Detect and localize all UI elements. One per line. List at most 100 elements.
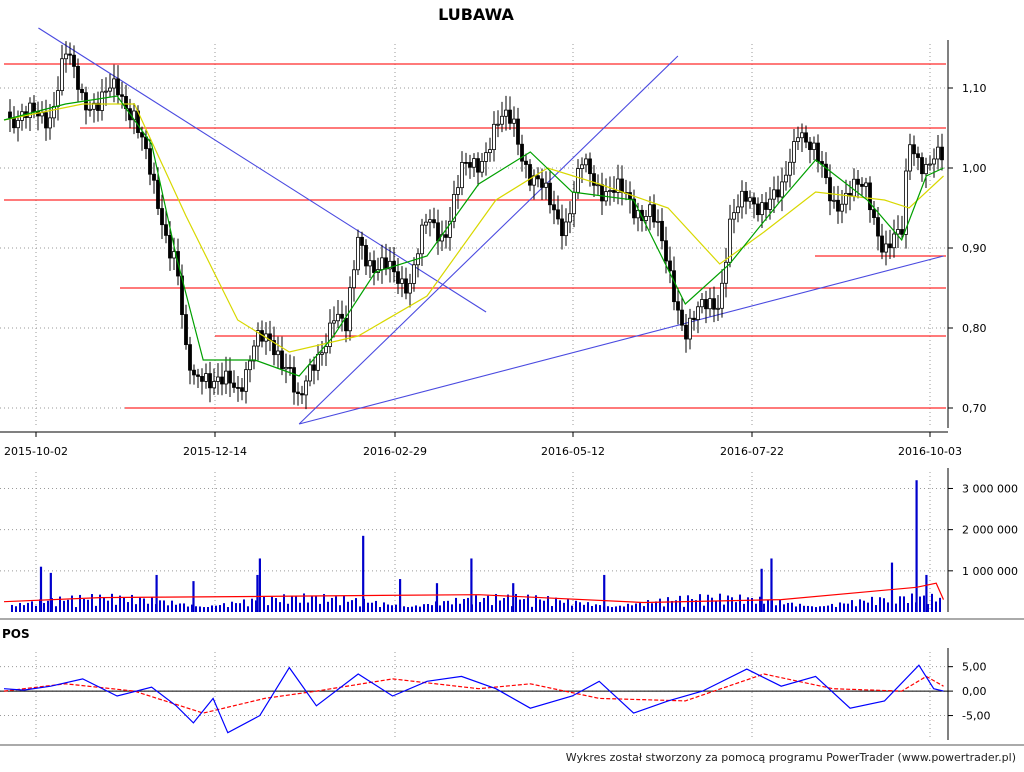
volume-bar (663, 606, 665, 612)
candle (700, 292, 704, 314)
candle-body (252, 345, 256, 362)
candle (416, 248, 420, 278)
candle-body (556, 209, 560, 220)
candle (296, 382, 300, 406)
pos-tick-label: 0,00 (962, 685, 987, 698)
volume-bar (327, 601, 329, 612)
volume-bar (147, 603, 149, 612)
candle-body (404, 278, 408, 294)
volume-bar (307, 602, 309, 612)
volume-bar (687, 595, 689, 612)
candle-body (712, 298, 716, 310)
candle-body (708, 298, 712, 310)
candle (20, 103, 24, 131)
volume-bar (167, 605, 169, 612)
candle (748, 190, 752, 209)
volume-bar (770, 558, 773, 612)
candle (364, 239, 368, 276)
candle-body (920, 157, 924, 175)
volume-bar (219, 605, 221, 612)
candle-body (520, 143, 524, 162)
volume-bar (851, 600, 853, 612)
volume-bar (539, 599, 541, 612)
candle (144, 128, 148, 160)
candle-body (152, 173, 156, 181)
candle (652, 194, 656, 228)
volume-bar (767, 599, 769, 612)
candle-body (524, 160, 528, 165)
candle-body (768, 198, 772, 210)
candle (472, 153, 476, 177)
candle (208, 361, 212, 403)
volume-bar (207, 606, 209, 612)
candle-body (104, 90, 108, 93)
candle (712, 286, 716, 323)
candle-body (736, 206, 740, 214)
volume-bar (343, 595, 345, 612)
candle (488, 137, 492, 162)
volume-bar (727, 595, 729, 612)
candle-body (756, 203, 760, 216)
candle (512, 106, 516, 137)
volume-bar (431, 605, 433, 612)
candle (356, 229, 360, 276)
sma-long-line (3, 103, 944, 353)
candle (508, 96, 512, 130)
volume-bar (559, 600, 561, 612)
candle (644, 209, 648, 231)
candle-body (928, 163, 932, 166)
candle-body (12, 117, 16, 129)
candle-body (48, 117, 52, 129)
volume-bar (811, 606, 813, 612)
volume-bar (915, 480, 918, 612)
pos-panel-label: POS (2, 627, 30, 641)
candle-body (352, 269, 356, 289)
volume-bar (411, 606, 413, 612)
candle (84, 86, 88, 125)
pos-line (3, 664, 944, 734)
volume-bar (355, 598, 357, 612)
candle-body (108, 87, 112, 92)
candle (872, 200, 876, 225)
candle-body (280, 350, 284, 370)
candle-body (832, 199, 836, 202)
candle (920, 152, 924, 182)
volume-bar (15, 606, 17, 612)
candle (256, 322, 260, 361)
candle-body (900, 229, 904, 235)
volume-bar (512, 583, 515, 612)
candle-body (860, 183, 864, 187)
candle-body (660, 220, 664, 242)
volume-bar (263, 596, 265, 612)
candle-body (308, 364, 312, 382)
price-tick-label: 1,00 (962, 162, 987, 175)
candle (744, 181, 748, 215)
candle (828, 164, 832, 216)
candle (244, 361, 248, 404)
footer-credit: Wykres został stworzony za pomocą progra… (565, 751, 1016, 764)
candle (868, 176, 872, 223)
candle (568, 201, 572, 234)
volume-bar (143, 598, 145, 612)
candle (224, 356, 228, 394)
volume-bar (711, 597, 713, 612)
volume-bar (887, 602, 889, 612)
volume-bar (295, 596, 297, 612)
volume-bar (543, 600, 545, 612)
candle (420, 218, 424, 266)
candle-body (28, 102, 32, 118)
candle-body (840, 203, 844, 212)
candle (72, 45, 76, 79)
candle-body (536, 175, 540, 180)
volume-bar (515, 593, 517, 612)
volume-bar (487, 595, 489, 612)
candle-body (748, 197, 752, 202)
candle-body (752, 197, 756, 205)
volume-bar (49, 572, 52, 612)
candle-body (44, 112, 48, 129)
volume-bar (839, 602, 841, 612)
volume-bar (679, 595, 681, 612)
volume-bar (347, 601, 349, 612)
candle-body (460, 162, 464, 189)
